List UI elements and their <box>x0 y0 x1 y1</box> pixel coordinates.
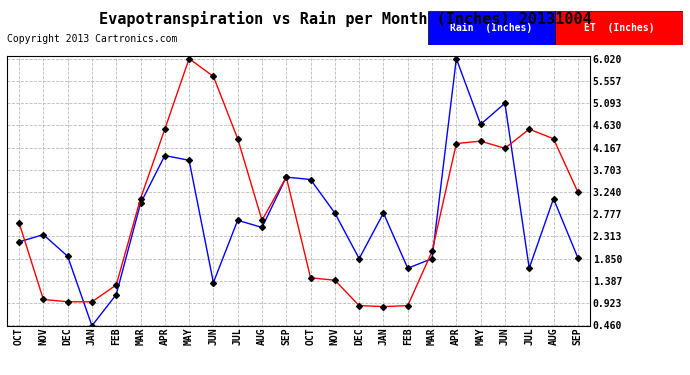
Text: Rain  (Inches): Rain (Inches) <box>451 23 533 33</box>
Text: Evapotranspiration vs Rain per Month (Inches) 20131004: Evapotranspiration vs Rain per Month (In… <box>99 11 591 27</box>
Text: Copyright 2013 Cartronics.com: Copyright 2013 Cartronics.com <box>7 34 177 44</box>
Bar <box>428 11 555 45</box>
Text: ET  (Inches): ET (Inches) <box>584 23 655 33</box>
Bar <box>555 11 683 45</box>
